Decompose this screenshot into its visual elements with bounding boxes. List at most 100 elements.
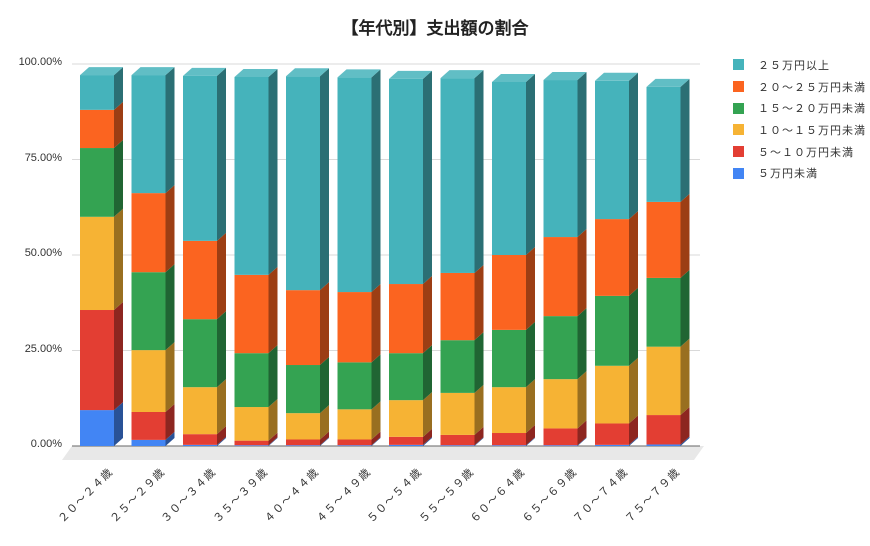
bar-segment-side [268,432,278,446]
bar-segment [595,423,629,445]
bar-segment [183,434,217,445]
bar-segment-side [629,415,638,445]
bar-segment [543,237,578,317]
legend-swatch-icon [733,167,744,179]
y-tick-label: 0.00% [30,438,62,450]
bar-segment [80,148,114,217]
legend-swatch-icon [733,81,744,93]
bar-segment-side [268,266,278,354]
bar-segment [286,76,320,291]
bar-segment-side [320,431,329,446]
bar-segment-side [577,371,587,429]
bar-segment-side [629,287,638,366]
bar-segment-side [114,101,123,149]
bar-segment-side [577,229,587,317]
bar-top-face [389,70,432,79]
bar-segment [183,240,217,320]
bar-segment-side [423,392,432,437]
bar-segment-side [114,67,123,110]
bar-segment-side [629,357,638,424]
bar-segment [389,400,423,437]
bar-segment [183,319,217,388]
bar-top-face [80,67,123,76]
bar-segment [234,445,269,446]
bar-segment-side [320,357,329,414]
bar-segment [492,445,526,446]
bar-segment-side [526,379,535,434]
bar-segment [646,201,681,278]
bar-top-face [440,70,484,79]
bar-segment [80,310,114,411]
bar-segment [183,444,217,446]
bar-segment [492,81,526,255]
bar-segment-side [474,426,484,446]
bar-top-face [595,72,638,81]
bar-segment [543,379,578,429]
bar-top-face [337,69,381,78]
bar-segment-side [680,436,690,446]
bar-segment [595,444,629,446]
bar-segment-side [526,321,535,388]
bar-segment [286,439,320,446]
legend-swatch-icon [733,124,744,136]
bar-segment [286,365,320,414]
bar-segment-side [680,78,690,202]
bar-segment [646,86,681,202]
bar-segment [646,444,681,446]
bar-segment-side [268,437,278,446]
bar-segment [440,392,475,435]
bar-segment-side [165,67,175,194]
legend-label: ５～１０万円未満 [758,145,854,159]
bar-segment-side [526,247,535,330]
bar-segment-side [680,269,690,347]
bar-top-face [183,67,226,76]
bar-segment-side [165,342,175,413]
bar-segment-side [114,302,123,411]
bar-segment [337,439,372,446]
bar-segment-side [114,402,123,446]
bar-segment [543,80,578,238]
bar-segment [646,277,681,347]
bar-segment-side [474,264,484,341]
bar-segment-side [371,431,381,446]
bar-segment-side [320,405,329,440]
bar-segment-side [371,284,381,363]
bar-segment-side [577,437,587,446]
legend-swatch-icon [733,146,744,158]
bar-segment [543,428,578,446]
bar-segment [131,439,166,446]
bar-segment [543,445,578,446]
bar-segment [389,353,423,401]
bar-top-face [234,68,278,77]
bar-top-face [646,78,690,87]
bar-segment [492,433,526,446]
bar-segment-side [320,437,329,446]
bar-top-face [492,73,535,82]
bar-segment-side [474,437,484,446]
bar-segment-side [217,426,226,445]
legend-item: １５～２０万円未満 [733,97,866,119]
bar-segment-side [217,436,226,446]
y-tick-label: 50.00% [24,247,62,259]
bar-segment [440,434,475,446]
bar-segment-side [371,401,381,440]
bar-segment-side [165,404,175,440]
bar-segment [492,329,526,388]
bar-segment-side [371,354,381,410]
bar-segment [646,346,681,416]
bar-segment [80,75,114,110]
bar-segment [440,445,475,446]
bar-segment-side [217,232,226,320]
legend-item: ２０～２５万円未満 [733,76,866,98]
bar-segment-side [371,69,381,293]
legend-item: ５万円未満 [733,162,866,184]
bar-segment [595,80,629,220]
bar-segment [337,292,372,363]
bar-segment [337,362,372,410]
bar-segment [389,444,423,446]
bar-segment [131,412,166,440]
bar-segment-side [629,436,638,446]
bar-segment-side [629,72,638,220]
bar-segment [131,75,166,194]
bar-segment-side [217,311,226,388]
